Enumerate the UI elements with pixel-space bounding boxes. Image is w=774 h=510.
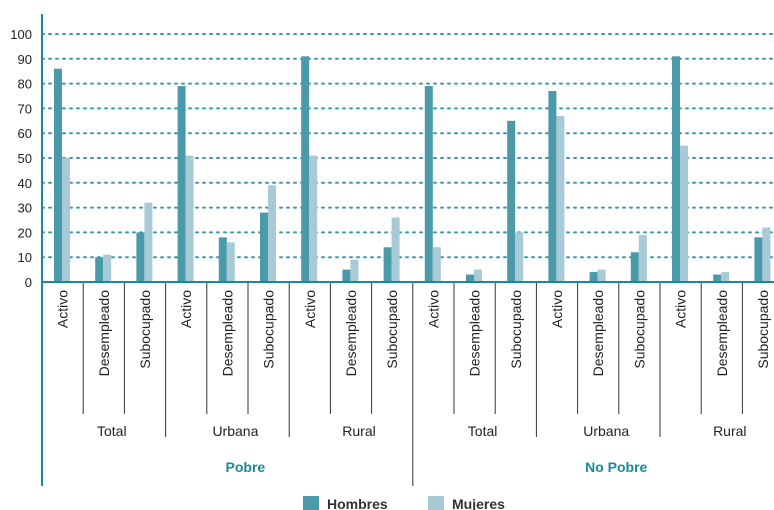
bar-mujeres — [721, 272, 730, 282]
top-group-labels: Pobre No Pobre — [226, 459, 648, 475]
bar-mujeres — [268, 185, 276, 282]
bar-hombres — [136, 232, 145, 282]
bar-hombres — [342, 269, 351, 282]
category-label: Desempleado — [467, 290, 483, 377]
bars — [54, 56, 771, 282]
legend-swatch — [428, 496, 444, 510]
category-label: Activo — [673, 290, 689, 328]
bar-mujeres — [556, 115, 565, 282]
bar-hombres — [218, 237, 227, 282]
bar-hombres — [95, 257, 104, 282]
bar-mujeres — [474, 269, 482, 282]
bar-hombres — [301, 56, 310, 282]
bar-hombres — [177, 86, 186, 282]
legend-label: Hombres — [327, 496, 388, 510]
y-tick-label: 80 — [18, 77, 32, 92]
category-label: Subocupado — [137, 290, 153, 369]
bar-hombres — [54, 68, 62, 282]
bar-hombres — [713, 274, 722, 282]
bar-hombres — [424, 86, 433, 282]
y-tick-label: 60 — [18, 126, 32, 141]
area-group-label: Total — [468, 423, 498, 439]
bar-mujeres — [762, 227, 771, 282]
category-label: Activo — [55, 290, 71, 328]
bar-mujeres — [515, 232, 524, 282]
legend-swatch — [303, 496, 319, 510]
bar-mujeres — [309, 155, 318, 282]
bar-hombres — [630, 252, 639, 282]
bar-hombres — [507, 120, 516, 282]
bar-mujeres — [103, 254, 112, 282]
area-group-label: Urbana — [212, 423, 258, 439]
bar-mujeres — [226, 242, 235, 282]
category-labels: Activo Desempleado Subocupado Activo Desempl… — [55, 290, 771, 377]
bar-hombres — [383, 247, 392, 282]
bar-mujeres — [62, 158, 70, 282]
category-label: Activo — [178, 290, 194, 328]
category-label: Activo — [302, 290, 318, 328]
area-group-labels: Total Urbana Rural Total Urbana Rural — [97, 423, 747, 439]
bar-mujeres — [350, 259, 359, 282]
category-label: Subocupado — [755, 290, 771, 369]
gridlines — [41, 33, 774, 259]
category-label: Subocupado — [384, 290, 400, 369]
category-label: Activo — [425, 290, 441, 328]
category-label: Subocupado — [261, 290, 277, 369]
axes — [41, 14, 774, 486]
bar-hombres — [754, 237, 763, 282]
y-tick-label: 100 — [10, 27, 32, 42]
category-label: Desempleado — [343, 290, 359, 377]
bar-hombres — [589, 272, 598, 282]
legend: Hombres Mujeres — [303, 496, 505, 510]
bar-mujeres — [185, 155, 194, 282]
bar-mujeres — [391, 217, 400, 282]
legend-label: Mujeres — [452, 496, 505, 510]
group-dividers — [82, 282, 743, 486]
category-label: Subocupado — [508, 290, 524, 369]
bar-mujeres — [144, 202, 153, 282]
bar-mujeres — [638, 234, 647, 282]
top-group-label: No Pobre — [585, 459, 647, 475]
y-tick-label: 10 — [18, 250, 32, 265]
y-tick-label: 20 — [18, 225, 32, 240]
category-label: Desempleado — [96, 290, 112, 377]
category-label: Desempleado — [590, 290, 606, 377]
y-tick-label: 90 — [18, 52, 32, 67]
y-axis-ticks: 0 10 20 30 40 50 60 70 80 90 100 — [10, 27, 32, 290]
y-tick-label: 0 — [25, 275, 32, 290]
area-group-label: Urbana — [583, 423, 629, 439]
top-group-label: Pobre — [226, 459, 266, 475]
bar-hombres — [260, 212, 268, 282]
y-tick-label: 70 — [18, 101, 32, 116]
category-label: Desempleado — [219, 290, 235, 377]
area-group-label: Rural — [342, 423, 375, 439]
bar-hombres — [548, 91, 557, 282]
bar-hombres — [466, 274, 474, 282]
y-tick-label: 30 — [18, 201, 32, 216]
area-group-label: Total — [97, 423, 127, 439]
bar-mujeres — [432, 247, 441, 282]
category-label: Subocupado — [631, 290, 647, 369]
y-tick-label: 40 — [18, 176, 32, 191]
area-group-label: Rural — [713, 423, 746, 439]
bar-hombres — [672, 56, 680, 282]
bar-mujeres — [597, 269, 606, 282]
category-label: Activo — [549, 290, 565, 328]
category-label: Desempleado — [714, 290, 730, 377]
y-tick-label: 50 — [18, 151, 32, 166]
bar-mujeres — [680, 145, 688, 282]
